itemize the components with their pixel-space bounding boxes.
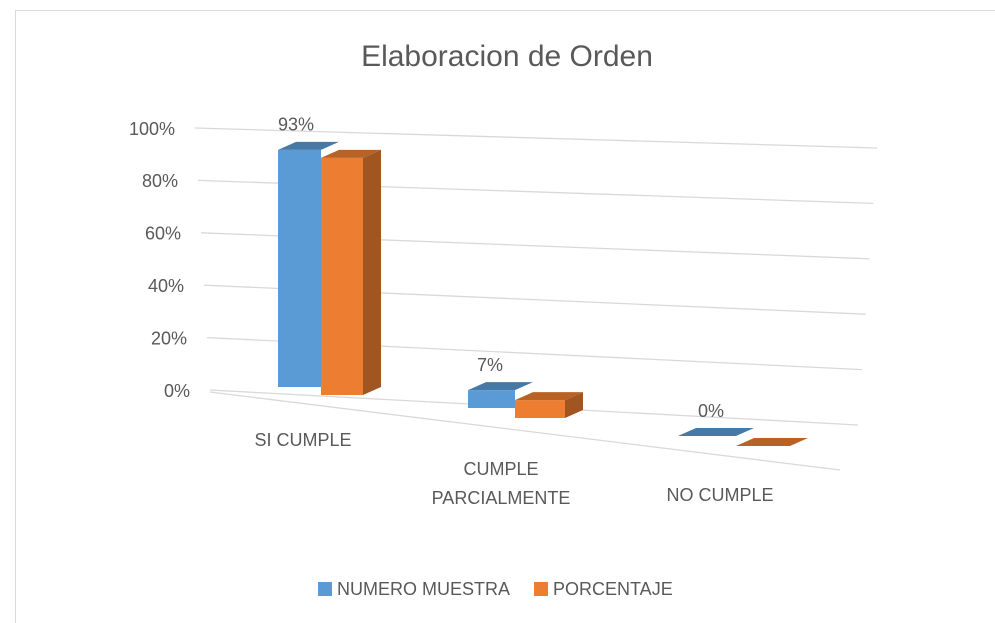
chart-title: Elaboracion de Orden (361, 40, 653, 73)
bar-top (736, 438, 808, 446)
y-tick-label: 60% (145, 224, 181, 244)
data-label: 0% (698, 401, 724, 421)
bar-front (515, 400, 565, 418)
y-tick-label: 0% (164, 381, 190, 401)
bar (515, 392, 583, 418)
bar (321, 149, 381, 395)
bar (278, 141, 339, 387)
bar-front (321, 157, 363, 395)
bar (468, 382, 533, 408)
data-label: 93% (278, 115, 314, 135)
legend-swatch (318, 582, 332, 596)
y-tick-label: 100% (129, 119, 175, 139)
floor-edge (209, 391, 841, 471)
legend-swatch (534, 582, 549, 596)
grid-line (194, 127, 878, 149)
bar-top (515, 392, 583, 401)
bar-front (468, 390, 515, 408)
bar (736, 438, 808, 446)
y-tick-label: 20% (151, 328, 187, 348)
bar-front (278, 149, 321, 387)
chart-border (15, 10, 995, 623)
x-tick-label: SI CUMPLE (254, 430, 352, 450)
bar-top (278, 141, 339, 150)
legend-label: PORCENTAJE (553, 579, 673, 599)
bar-top (321, 149, 381, 158)
bar-side (363, 149, 381, 395)
x-tick-label: CUMPLE PARCIALMENTE (431, 459, 571, 508)
legend-label: NUMERO MUESTRA (337, 579, 510, 599)
x-tick-label: NO CUMPLE (666, 485, 774, 505)
bar (678, 428, 754, 436)
bar-top (468, 382, 533, 391)
bar-top (678, 428, 754, 436)
y-tick-label: 80% (142, 171, 178, 191)
y-tick-label: 40% (148, 276, 184, 296)
bar-side (565, 392, 583, 418)
data-label: 7% (477, 355, 503, 375)
